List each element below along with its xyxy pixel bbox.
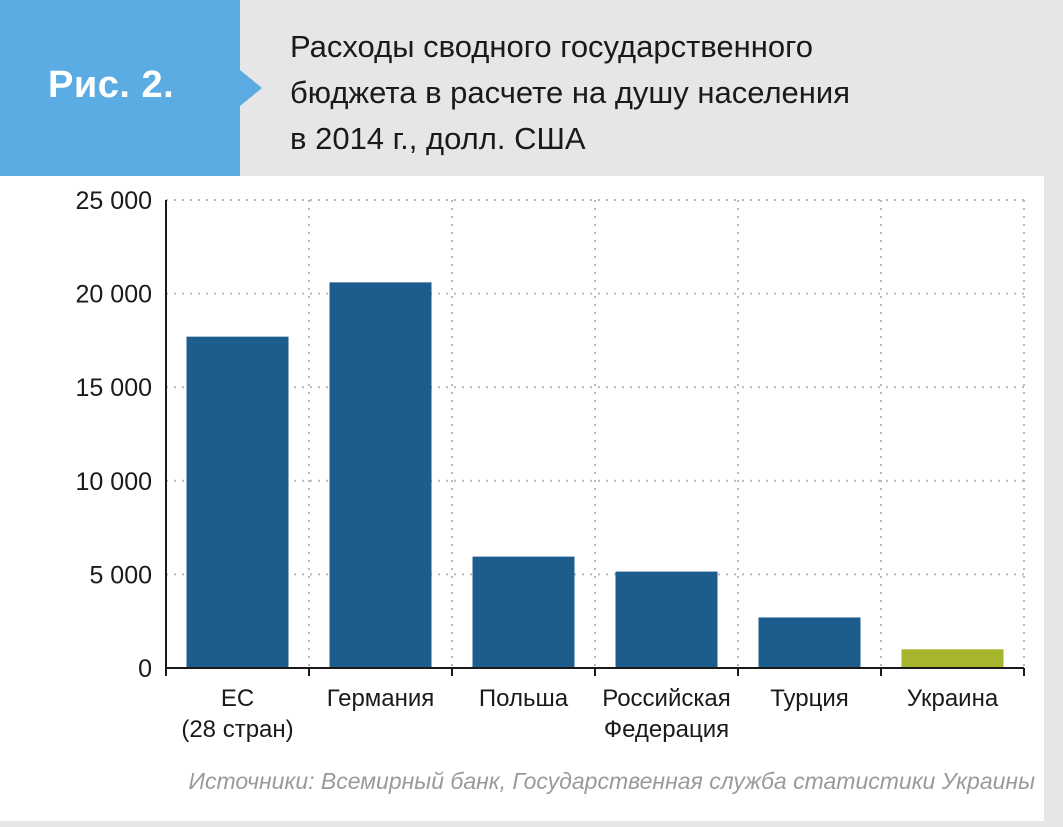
y-tick-label: 10 000 <box>76 468 152 496</box>
bar <box>615 571 718 668</box>
bar <box>901 649 1004 668</box>
chart-title: Расходы сводного государственного бюджет… <box>290 24 1010 162</box>
bar <box>329 282 432 668</box>
x-category-label: Украина <box>907 685 999 712</box>
label-layer: 0 5 000 10 000 15 000 20 000 25 000 ЕС (28 стра… <box>76 187 999 743</box>
x-category-label: (28 стран) <box>181 716 293 743</box>
bar <box>758 617 861 668</box>
title-line-3: в 2014 г., долл. США <box>290 121 586 156</box>
bar-layer <box>186 282 1004 668</box>
x-category-label: ЕС <box>221 685 254 712</box>
bar <box>186 336 289 668</box>
grid-layer <box>166 199 1025 668</box>
title-line-1: Расходы сводного государственного <box>290 29 814 64</box>
bar-chart: 0 5 000 10 000 15 000 20 000 25 000 ЕС (28 стра… <box>76 187 1025 743</box>
bar <box>472 556 575 668</box>
y-tick-label: 25 000 <box>76 187 152 215</box>
x-category-label: Германия <box>327 685 435 712</box>
y-tick-label: 0 <box>138 655 152 683</box>
plot-panel <box>0 176 1044 821</box>
y-tick-label: 5 000 <box>89 561 152 589</box>
x-category-label: Российская <box>602 685 730 712</box>
y-tick-label: 15 000 <box>76 374 152 402</box>
x-category-label: Польша <box>479 685 569 712</box>
y-tick-label: 20 000 <box>76 281 152 309</box>
source-note: Источники: Всемирный банк, Государственн… <box>188 768 1036 794</box>
x-category-label: Федерация <box>604 716 729 743</box>
figure-badge: Рис. 2. <box>0 0 262 176</box>
axis-layer <box>165 200 1025 676</box>
badge-shape <box>0 0 262 176</box>
x-category-label: Турция <box>770 685 849 712</box>
figure-number: Рис. 2. <box>48 64 175 106</box>
title-line-2: бюджета в расчете на душу населения <box>290 75 851 110</box>
